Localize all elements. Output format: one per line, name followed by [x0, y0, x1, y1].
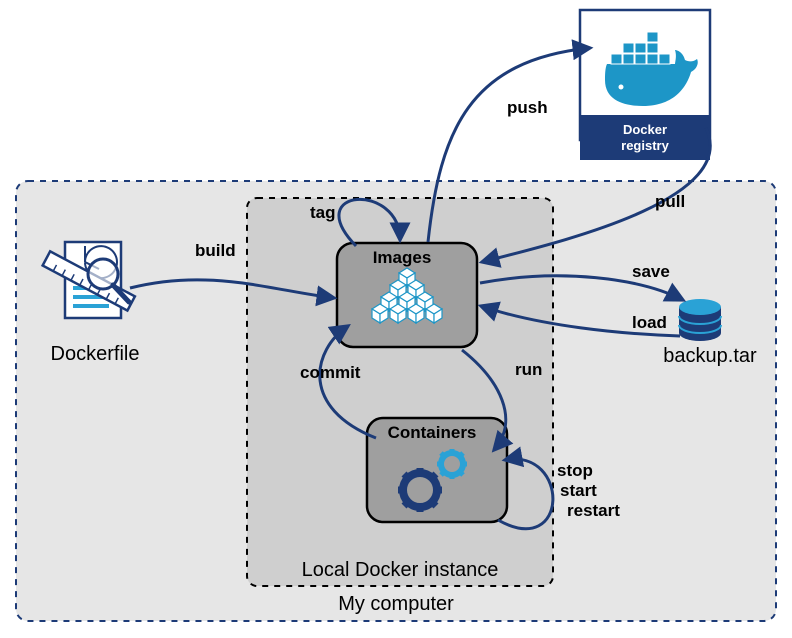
load-label: load [632, 313, 667, 332]
docker-commands-diagram: Images Containers Dockerfile backup.tar … [0, 0, 792, 638]
inner-caption: Local Docker instance [302, 559, 499, 581]
backup-db-icon [679, 299, 721, 341]
outer-caption: My computer [338, 593, 454, 615]
registry-label-1: Docker [623, 122, 667, 137]
backup-label: backup.tar [663, 345, 757, 367]
restart-label: restart [567, 501, 620, 520]
save-label: save [632, 262, 670, 281]
push-label: push [507, 98, 548, 117]
containers-title: Containers [388, 423, 477, 442]
start-label: start [560, 481, 597, 500]
tag-label: tag [310, 203, 336, 222]
commit-label: commit [300, 363, 361, 382]
dockerfile-label: Dockerfile [51, 343, 140, 365]
run-label: run [515, 360, 542, 379]
stop-label: stop [557, 461, 593, 480]
build-label: build [195, 241, 236, 260]
images-title: Images [373, 248, 432, 267]
registry-label-2: registry [621, 138, 669, 153]
pull-label: pull [655, 192, 685, 211]
